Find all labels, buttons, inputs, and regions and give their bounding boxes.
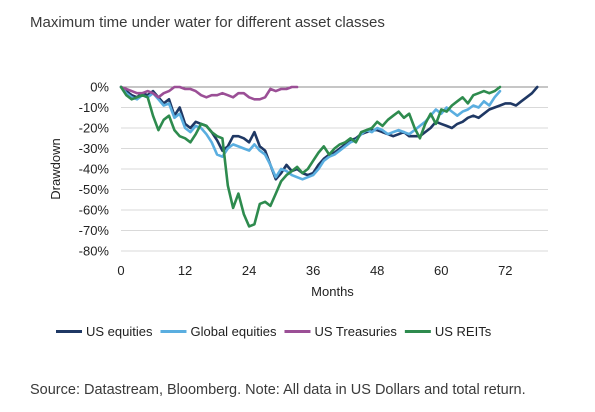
x-tick-label: 12 [178, 263, 192, 278]
legend-label: US equities [86, 324, 153, 339]
x-axis: 0 12 24 36 48 60 72 [117, 86, 548, 278]
y-axis: 0% -10% -20% -30% -40% -50% -60% -70% -80% [79, 80, 110, 259]
x-tick-label: 48 [370, 263, 384, 278]
series-lines [119, 85, 539, 228]
source-note: Source: Datastream, Bloomberg. Note: All… [30, 382, 526, 398]
legend: US equities Global equities US Treasuries U… [56, 324, 492, 339]
x-tick-label: 60 [434, 263, 448, 278]
y-tick-label: -20% [79, 121, 110, 136]
y-tick-label: -40% [79, 162, 110, 177]
y-tick-label: -10% [79, 100, 110, 115]
series-line-1 [119, 85, 502, 181]
chart-title: Maximum time under water for different a… [30, 14, 385, 31]
y-tick-label: -80% [79, 244, 110, 259]
y-tick-label: 0% [90, 80, 109, 95]
series-line-2 [119, 85, 299, 101]
y-axis-title: Drawdown [48, 138, 63, 199]
series-line-3 [119, 85, 502, 228]
y-tick-label: -60% [79, 203, 110, 218]
x-tick-label: 24 [242, 263, 256, 278]
y-tick-label: -70% [79, 223, 110, 238]
y-tick-label: -30% [79, 141, 110, 156]
legend-label: US Treasuries [314, 324, 397, 339]
x-tick-label: 36 [306, 263, 320, 278]
legend-label: Global equities [190, 324, 276, 339]
x-tick-label: 0 [117, 263, 124, 278]
x-tick-label: 72 [498, 263, 512, 278]
y-tick-label: -50% [79, 182, 110, 197]
x-axis-title: Months [311, 284, 354, 299]
series-line-0 [119, 85, 539, 181]
legend-label: US REITs [435, 324, 492, 339]
